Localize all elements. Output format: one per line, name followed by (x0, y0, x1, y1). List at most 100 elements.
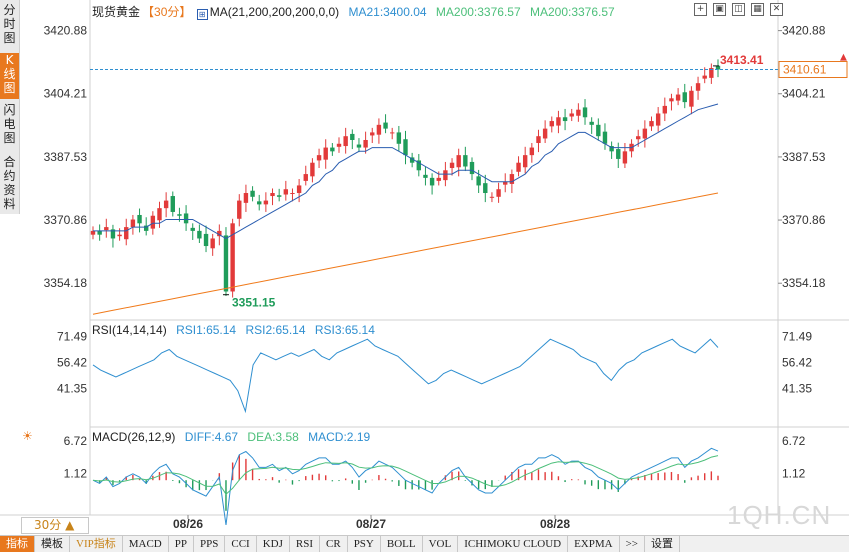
candle-body (589, 121, 594, 125)
price-tick-right: 3404.21 (782, 87, 826, 101)
rsi-tick-right: 71.49 (782, 330, 812, 344)
candle-body (276, 195, 282, 197)
candle-body (110, 229, 116, 239)
candle-body (562, 117, 568, 122)
candle-body (602, 131, 608, 144)
candle-body (230, 223, 235, 292)
candle-body (469, 161, 475, 175)
candle-body (429, 177, 435, 186)
candle-body (163, 200, 169, 209)
macd-title: MACD(26,12,9) (92, 430, 176, 444)
macd-value: MACD:2.19 (308, 430, 371, 444)
candle-body (117, 234, 122, 237)
candle-body (576, 109, 581, 116)
candle-body (423, 174, 428, 178)
indicator-tab-16[interactable]: 设置 (645, 536, 681, 552)
candle-body (536, 136, 541, 144)
ma-params: MA(21,200,200,200,0,0) (209, 5, 340, 19)
indicator-tab-4[interactable]: PP (169, 536, 194, 552)
candle-body (203, 233, 209, 247)
dea-value: DEA:3.58 (247, 430, 299, 444)
candle-body (177, 214, 182, 216)
candle-body (217, 230, 222, 237)
candle-body (569, 113, 574, 117)
close-icon[interactable]: ✕ (770, 3, 783, 16)
candle-body (702, 75, 707, 79)
crosshair-icon[interactable]: ▣ (713, 3, 726, 16)
indicator-tab-8[interactable]: RSI (290, 536, 320, 552)
layout-icon[interactable]: ◫ (732, 3, 745, 16)
ma-settings-icon[interactable]: ⊞ (196, 9, 208, 20)
candle-body (715, 65, 721, 70)
rsi-legend: RSI(14,14,14) RSI1:65.14 RSI2:65.14 RSI3… (92, 323, 381, 337)
rsi-line (92, 338, 719, 414)
candle-body (649, 121, 654, 127)
indicator-tab-12[interactable]: VOL (423, 536, 459, 552)
current-price-label: 3410.61 (783, 63, 827, 77)
indicator-tab-7[interactable]: KDJ (257, 536, 290, 552)
date-label: 08/28 (540, 517, 570, 531)
add-icon[interactable]: + (694, 3, 707, 16)
indicator-toolbar: 指标 模板 VIP指标 MACD PP PPS CCI KDJ RSI CR PSY BOLL VOL I… (0, 535, 849, 552)
rsi-tick-right: 56.42 (782, 355, 812, 369)
candle-body (529, 147, 535, 156)
candle-body (197, 230, 202, 239)
tab-timeshare[interactable]: 分时图 (3, 3, 16, 45)
candle-body (223, 235, 229, 292)
indicator-tab-5[interactable]: PPS (194, 536, 226, 552)
main-legend: 现货黄金 【30分】 ⊞ MA(21,200,200,200,0,0) MA21:3… (92, 3, 621, 20)
candle-body (489, 196, 495, 198)
candle-body (403, 139, 408, 156)
candle-body (190, 227, 195, 231)
indicator-tab-1[interactable]: 模板 (35, 536, 70, 552)
indicator-tab-2[interactable]: VIP指标 (70, 536, 123, 552)
candle-body (350, 133, 355, 140)
candle-body (689, 90, 694, 107)
candle-body (516, 162, 521, 172)
candle-body (582, 107, 588, 118)
candle-body (376, 124, 382, 135)
candle-body (336, 143, 342, 147)
price-chart[interactable]: 3420.88 3420.88 3404.21 3404.21 3387.53 3387.… (0, 0, 849, 535)
tab-kline[interactable]: K线图 (0, 53, 19, 99)
candle-body (396, 132, 402, 144)
indicator-tab-14[interactable]: EXPMA (568, 536, 620, 552)
candle-body (363, 139, 368, 148)
candle-body (596, 124, 601, 137)
indicator-tab-15[interactable]: >> (620, 536, 646, 552)
candle-body (409, 157, 415, 163)
candle-body (170, 196, 175, 212)
candle-body (655, 113, 661, 126)
indicator-tab-3[interactable]: MACD (123, 536, 169, 552)
ma200-value-2: MA200:3376.57 (529, 5, 615, 19)
period-selector[interactable]: 30分 ▲ (21, 517, 89, 534)
indicator-tab-0[interactable]: 指标 (0, 536, 35, 552)
price-tick-right: 3420.88 (782, 24, 826, 38)
indicator-tab-10[interactable]: PSY (348, 536, 381, 552)
price-tick-left: 3387.53 (44, 150, 88, 164)
tab-flash-chart[interactable]: 闪电图 (3, 103, 16, 145)
tab-contract-info[interactable]: 合约资料 (3, 155, 16, 211)
high-price-label: 3413.41 (720, 53, 764, 67)
diff-value: DIFF:4.67 (184, 430, 239, 444)
grid-icon[interactable]: ▦ (751, 3, 764, 16)
indicator-tab-6[interactable]: CCI (225, 536, 257, 552)
indicator-tab-13[interactable]: ICHIMOKU CLOUD (458, 536, 569, 552)
candle-body (243, 193, 249, 203)
macd-settings-icon[interactable]: ☀ (22, 429, 33, 443)
candle-body (370, 132, 375, 136)
candle-body (622, 151, 628, 164)
rsi-tick-left: 71.49 (57, 330, 87, 344)
indicator-tab-9[interactable]: CR (320, 536, 348, 552)
macd-tick-right: 1.12 (782, 467, 806, 481)
indicator-tab-11[interactable]: BOLL (381, 536, 423, 552)
rsi-tick-left: 41.35 (57, 381, 87, 395)
ma200-line (92, 192, 719, 315)
candle-body (250, 190, 255, 197)
candle-body (642, 128, 648, 139)
candle-body (669, 98, 674, 102)
candle-body (157, 208, 162, 221)
price-tick-left: 3404.21 (44, 87, 88, 101)
candle-body (124, 227, 129, 240)
candle-body (97, 230, 102, 235)
